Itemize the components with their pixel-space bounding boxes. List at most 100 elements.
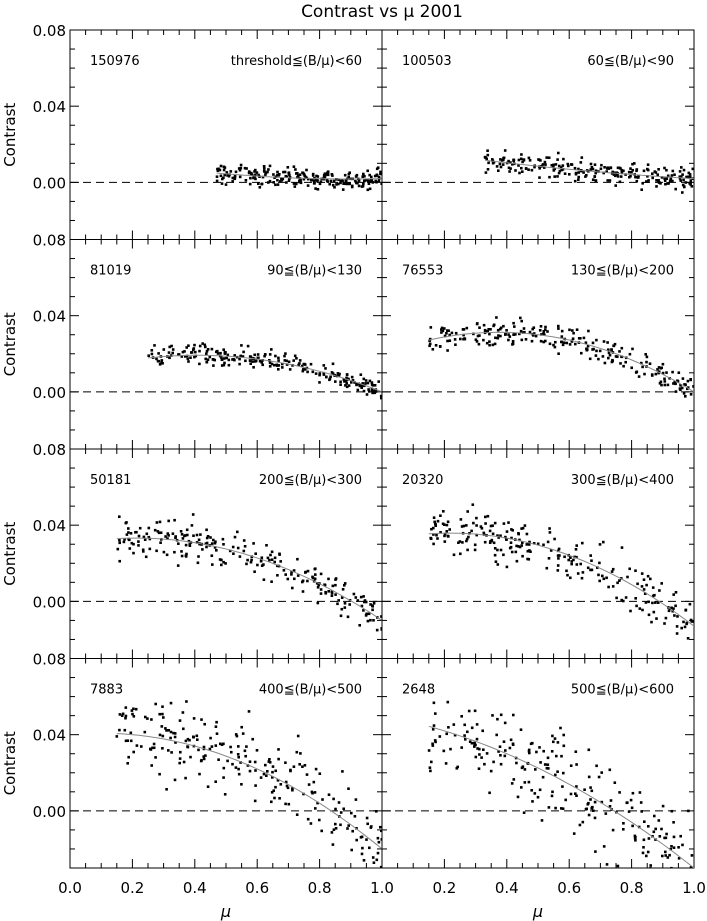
data-point: [222, 168, 226, 172]
data-point: [332, 828, 336, 831]
data-point: [488, 529, 492, 533]
data-point: [613, 781, 617, 784]
data-point: [527, 749, 531, 753]
data-point: [364, 178, 368, 182]
data-point: [641, 365, 644, 369]
data-point: [524, 167, 528, 170]
data-point: [255, 171, 259, 174]
data-point: [192, 735, 195, 739]
data-point: [535, 750, 538, 754]
data-point: [355, 875, 358, 878]
data-point: [585, 807, 588, 811]
data-point: [143, 730, 147, 734]
data-point: [502, 324, 505, 328]
data-point: [189, 356, 192, 359]
data-point: [242, 350, 245, 354]
data-point: [334, 807, 337, 811]
data-point: [292, 182, 296, 185]
data-point: [556, 741, 560, 744]
data-point: [428, 344, 431, 348]
data-point: [165, 553, 169, 557]
data-point: [311, 370, 315, 374]
data-point: [181, 350, 185, 354]
data-point: [243, 166, 247, 170]
data-point: [310, 178, 314, 182]
data-point: [317, 583, 320, 587]
data-point: [644, 353, 647, 356]
data-point: [309, 822, 313, 825]
data-point: [358, 384, 362, 388]
data-point: [672, 593, 675, 596]
data-point: [663, 177, 666, 181]
data-point: [375, 810, 378, 813]
data-point: [141, 548, 145, 552]
data-point: [295, 172, 298, 175]
data-point: [434, 740, 437, 744]
data-point: [360, 852, 364, 856]
data-point: [575, 544, 578, 547]
data-point: [351, 184, 354, 188]
data-point: [532, 326, 536, 329]
data-point: [270, 791, 274, 794]
data-point: [270, 550, 274, 554]
data-point: [503, 721, 507, 725]
data-point: [631, 791, 635, 795]
data-point: [630, 806, 634, 810]
data-point: [345, 385, 349, 389]
data-point: [266, 770, 269, 773]
data-point: [331, 183, 335, 187]
data-point: [546, 756, 550, 760]
data-point: [635, 604, 638, 608]
data-point: [448, 528, 451, 531]
data-point: [306, 817, 310, 821]
data-point: [445, 732, 448, 736]
data-point: [651, 586, 655, 589]
data-point: [293, 354, 297, 358]
data-point: [282, 569, 286, 572]
data-point: [231, 358, 234, 361]
data-point: [335, 183, 338, 186]
data-point: [354, 179, 357, 183]
y-tick-label: 0.00: [33, 384, 66, 402]
data-point: [316, 586, 320, 589]
data-point: [674, 604, 677, 608]
y-axis-label: Contrast: [1, 731, 19, 795]
data-point: [311, 791, 314, 795]
data-point: [683, 383, 686, 386]
data-point: [291, 788, 294, 792]
data-point: [367, 390, 371, 393]
data-point: [192, 717, 196, 720]
data-point: [350, 811, 353, 815]
x-tick-label: 0.4: [495, 879, 519, 897]
data-point: [138, 526, 142, 530]
data-point: [655, 617, 658, 620]
data-point: [485, 157, 488, 161]
data-point: [202, 757, 206, 761]
panel-2: 100503 60≦(B/μ)<90: [381, 29, 695, 240]
data-point: [498, 162, 502, 166]
data-point: [673, 614, 676, 617]
data-point: [575, 785, 578, 788]
data-point: [185, 552, 188, 556]
data-point: [429, 536, 432, 540]
data-point: [134, 707, 138, 711]
data-point: [528, 751, 531, 755]
data-point: [323, 583, 326, 586]
data-point: [517, 532, 520, 536]
data-point: [547, 557, 551, 560]
data-point: [188, 543, 191, 546]
data-point: [155, 521, 159, 524]
data-point: [614, 355, 618, 358]
data-point: [478, 753, 481, 756]
data-point: [247, 171, 251, 175]
data-point: [186, 737, 190, 741]
data-point: [331, 174, 334, 177]
data-point: [482, 531, 486, 535]
data-point: [370, 381, 374, 384]
data-point: [359, 384, 363, 388]
data-point: [128, 547, 132, 550]
data-point: [296, 176, 299, 179]
data-point: [296, 574, 300, 577]
data-point: [594, 169, 598, 172]
data-point: [672, 607, 675, 610]
